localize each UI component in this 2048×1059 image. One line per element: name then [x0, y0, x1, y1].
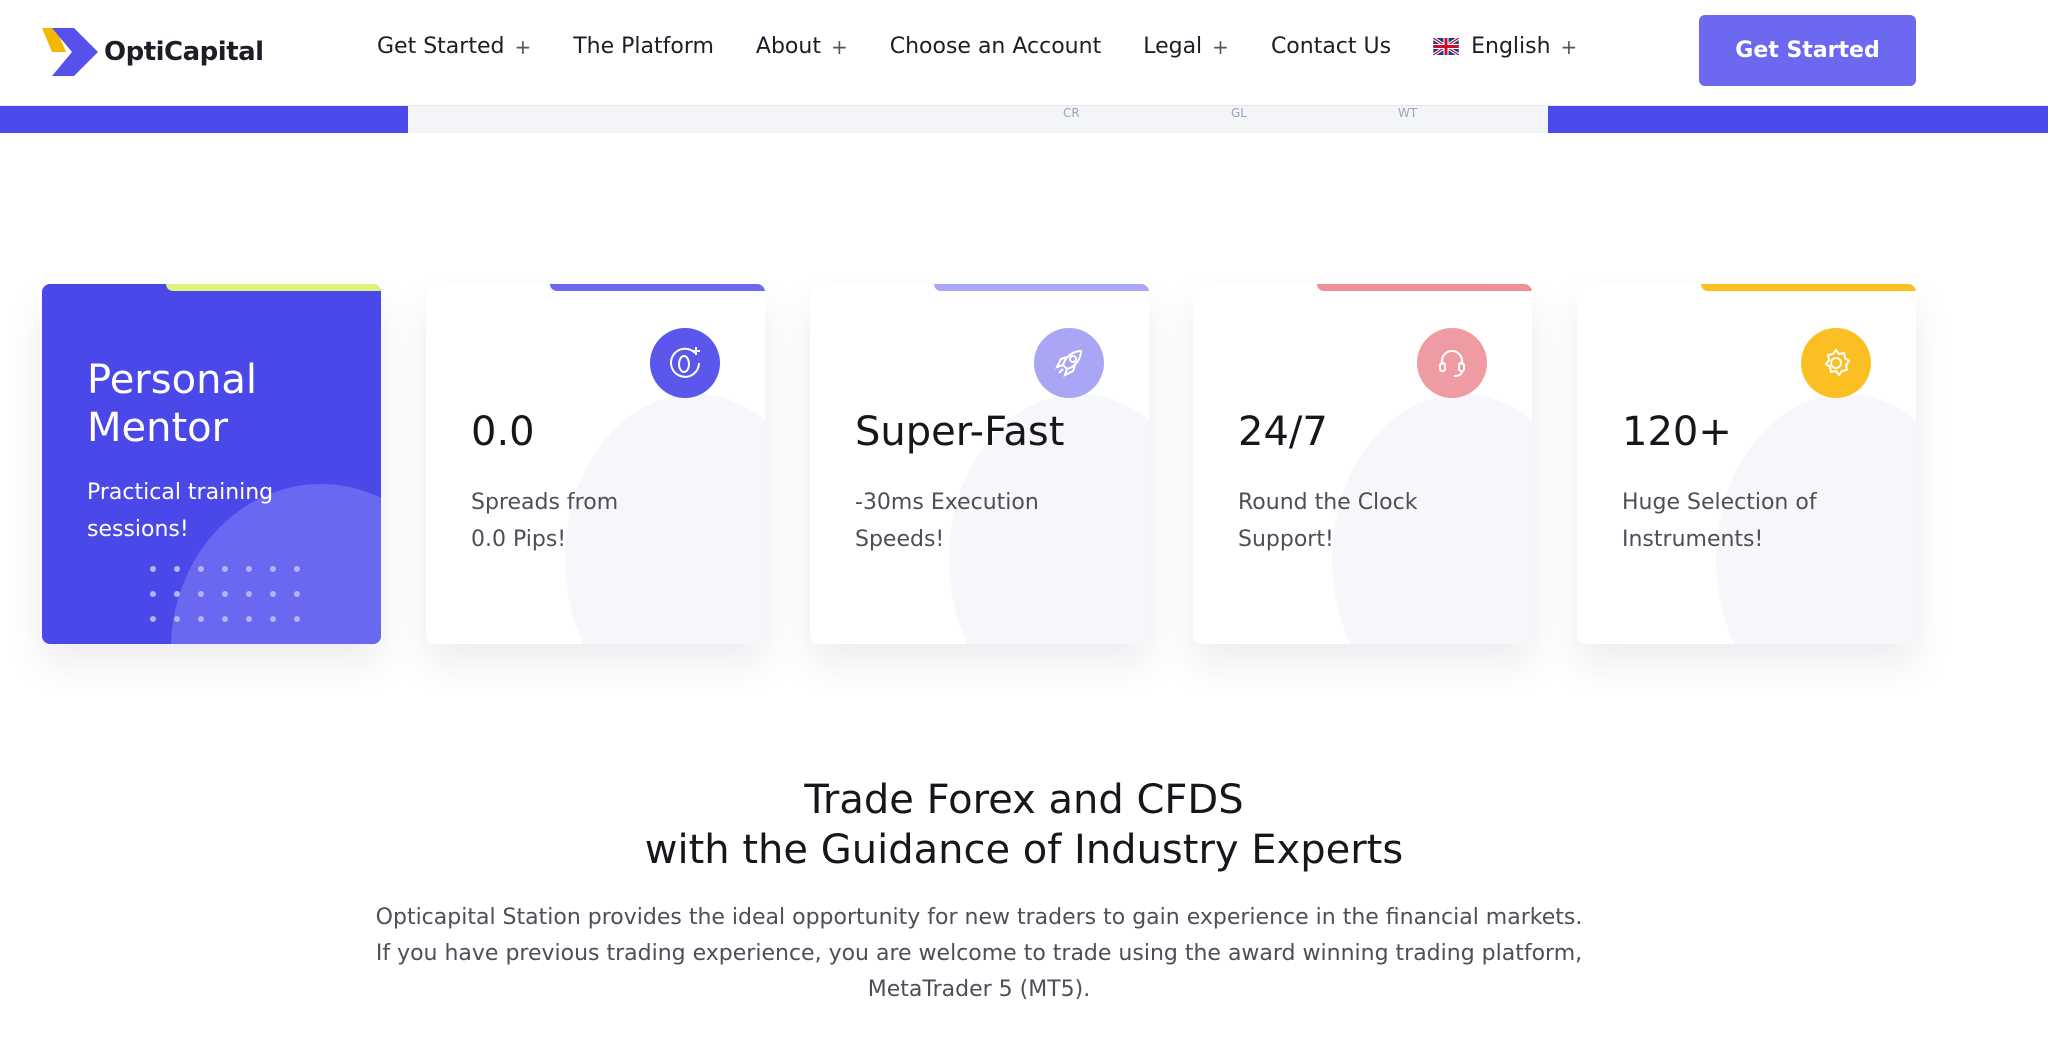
card-desc: Practical training sessions! — [87, 480, 274, 542]
card-accent-bar — [1701, 284, 1916, 291]
nav-contact-us[interactable]: Contact Us — [1271, 34, 1391, 59]
headset-icon — [1417, 328, 1487, 398]
card-desc: Huge Selection of Instruments! — [1622, 490, 1817, 552]
card-desc: Spreads from 0.0 Pips! — [471, 490, 619, 552]
plus-icon: + — [1560, 34, 1578, 59]
rocket-icon — [1034, 328, 1104, 398]
logo-text: OptiCapital — [104, 37, 264, 67]
plus-icon: + — [830, 34, 848, 59]
heading-line: with the Guidance of Industry Experts — [644, 827, 1404, 873]
card-instruments: 120+ Huge Selection of Instruments! — [1577, 284, 1916, 644]
card-super-fast: Super-Fast -30ms Execution Speeds! — [810, 284, 1149, 644]
card-accent-bar — [166, 284, 381, 291]
card-title: 24/7 — [1238, 409, 1328, 455]
card-support: 24/7 Round the Clock Support! — [1193, 284, 1532, 644]
main-nav: Get Started + The Platform About + Choose … — [377, 34, 1577, 59]
card-desc: Round the Clock Support! — [1238, 490, 1418, 552]
nav-get-started[interactable]: Get Started + — [377, 34, 531, 59]
card-accent-bar — [550, 284, 765, 291]
nav-label: Get Started — [377, 34, 505, 59]
zero-plus-icon — [650, 328, 720, 398]
logo[interactable]: OptiCapital — [42, 28, 264, 76]
nav-language[interactable]: English + — [1433, 34, 1577, 59]
logo-icon — [42, 28, 98, 76]
card-title: 120+ — [1622, 409, 1732, 455]
card-desc: -30ms Execution Speeds! — [855, 490, 1039, 552]
card-title: Personal Mentor — [87, 357, 258, 451]
paragraph-line: If you have previous trading experience,… — [375, 941, 1583, 966]
nav-choose-account[interactable]: Choose an Account — [890, 34, 1101, 59]
strip-label: WT — [1398, 106, 1418, 120]
plus-icon: + — [514, 34, 532, 59]
dots-pattern — [150, 566, 302, 622]
strip-label: GL — [1231, 106, 1247, 120]
paragraph-line: MetaTrader 5 (MT5). — [867, 977, 1091, 1002]
section-paragraph: Opticapital Station provides the ideal o… — [0, 900, 1958, 1008]
card-spreads: 0.0 Spreads from 0.0 Pips! — [426, 284, 765, 644]
header: OptiCapital Get Started + The Platform Ab… — [0, 0, 2048, 106]
nav-about[interactable]: About + — [756, 34, 848, 59]
gear-icon — [1801, 328, 1871, 398]
card-personal-mentor: Personal Mentor Practical training sessi… — [42, 284, 381, 644]
card-title: 0.0 — [471, 409, 535, 455]
platform-screenshot: CR GL WT — [408, 106, 1548, 133]
paragraph-line: Opticapital Station provides the ideal o… — [375, 905, 1583, 930]
strip-label: CR — [1063, 106, 1080, 120]
card-accent-bar — [1317, 284, 1532, 291]
plus-icon: + — [1212, 34, 1229, 59]
heading-line: Trade Forex and CFDS — [804, 777, 1244, 823]
card-accent-bar — [934, 284, 1149, 291]
nav-label: Choose an Account — [889, 34, 1102, 59]
nav-label: The Platform — [573, 34, 714, 59]
uk-flag-icon — [1433, 38, 1460, 55]
nav-label: English — [1471, 34, 1551, 59]
section-heading: Trade Forex and CFDS with the Guidance o… — [0, 775, 2048, 875]
get-started-button[interactable]: Get Started — [1699, 15, 1916, 86]
nav-label: About — [755, 34, 821, 59]
card-title: Super-Fast — [855, 409, 1065, 455]
nav-the-platform[interactable]: The Platform — [573, 34, 714, 59]
nav-label: Contact Us — [1270, 34, 1392, 59]
nav-label: Legal — [1143, 34, 1203, 59]
nav-legal[interactable]: Legal + — [1143, 34, 1229, 59]
